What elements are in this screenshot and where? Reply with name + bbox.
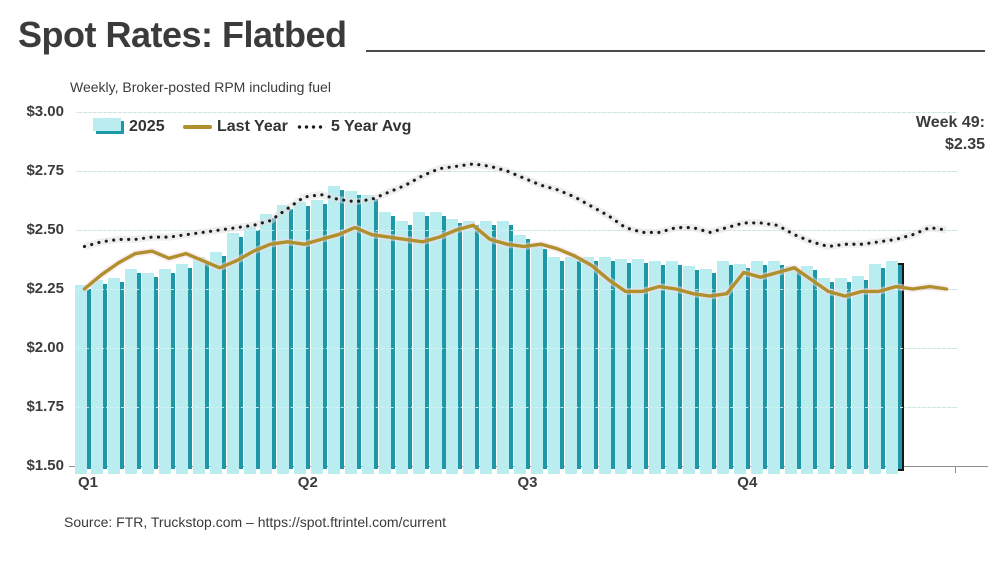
bar-week-35[interactable] [649, 261, 666, 474]
week-annotation-value: $2.35 [944, 136, 985, 153]
y-axis-label: $2.25 [26, 280, 64, 297]
bar-week-31[interactable] [581, 256, 598, 475]
bar-week-18[interactable] [361, 195, 378, 474]
bar-week-7[interactable] [175, 263, 192, 475]
bar-week-46[interactable] [835, 277, 852, 475]
page-title: Spot Rates: Flatbed [18, 14, 347, 55]
bar-week-27[interactable] [514, 235, 530, 474]
bar-week-34[interactable] [632, 259, 649, 474]
legend-item-last-year[interactable]: Last Year [183, 118, 288, 136]
bar-week-32[interactable] [598, 256, 615, 475]
legend-line-swatch-icon [183, 125, 212, 129]
y-axis-label: $2.00 [26, 339, 64, 356]
gridline-overlay [76, 112, 958, 113]
chart-legend: 2025 Last Year 5 Year Avg [0, 117, 997, 138]
legend-label-2025: 2025 [129, 118, 165, 135]
legend-bar-swatch-icon [93, 117, 124, 134]
bar-week-16[interactable] [328, 185, 345, 475]
bar-week-22[interactable] [429, 211, 446, 475]
bar-week-6[interactable] [159, 268, 175, 474]
five-year-avg-line [82, 162, 949, 249]
line-series-layer [82, 160, 949, 300]
x-axis-tick [955, 466, 956, 473]
bar-week-25[interactable] [480, 221, 497, 474]
bar-week-4[interactable] [125, 268, 142, 474]
bar-week-21[interactable] [412, 211, 429, 475]
y-axis-label: $2.75 [26, 162, 64, 179]
bar-week-17[interactable] [345, 190, 361, 475]
x-axis-label-q4: Q4 [737, 474, 758, 491]
plot-area [74, 112, 958, 475]
bar-week-12[interactable] [260, 214, 277, 474]
chart-subtitle: Weekly, Broker-posted RPM including fuel [70, 79, 331, 95]
legend-label-last-year: Last Year [217, 118, 288, 135]
gridline-overlay [76, 407, 958, 408]
x-axis-label-q3: Q3 [517, 474, 538, 491]
bar-week-38[interactable] [699, 268, 716, 474]
bar-week-30[interactable] [564, 256, 581, 475]
bar-week-36[interactable] [666, 261, 683, 474]
bar-week-1[interactable] [74, 285, 91, 474]
y-axis-label: $3.00 [26, 103, 64, 120]
bar-week-49[interactable] [885, 261, 902, 474]
bar-week-48[interactable] [869, 263, 885, 475]
y-axis-label: $2.50 [26, 221, 64, 238]
bar-week-14[interactable] [294, 202, 311, 474]
bar-week-13[interactable] [277, 204, 294, 475]
title-underline [366, 50, 985, 52]
bar-week-3[interactable] [108, 277, 125, 475]
week-annotation-week: Week 49: [915, 114, 985, 131]
bar-week-8[interactable] [192, 256, 209, 475]
bar-week-42[interactable] [767, 261, 784, 474]
bar-week-2[interactable] [91, 280, 108, 474]
source-text: Source: FTR, Truckstop.com – https://spo… [64, 514, 447, 530]
bar-week-29[interactable] [547, 256, 564, 475]
bar-week-9[interactable] [209, 252, 226, 474]
bar-week-43[interactable] [784, 266, 801, 474]
legend-dotted-swatch-icon [296, 125, 326, 129]
x-axis-label-q1: Q1 [78, 474, 99, 491]
legend-item-5-year-avg[interactable]: 5 Year Avg [296, 118, 411, 136]
bar-week-5[interactable] [142, 273, 159, 474]
bar-week-47[interactable] [852, 275, 869, 475]
y-axis-label: $1.50 [26, 457, 64, 474]
gridline-overlay [76, 289, 958, 290]
bar-week-24[interactable] [463, 221, 480, 474]
gridline-overlay [76, 348, 958, 349]
bar-week-10[interactable] [226, 233, 243, 474]
y-axis-label: $1.75 [26, 398, 64, 415]
bar-week-20[interactable] [395, 221, 412, 474]
bar-week-19[interactable] [378, 211, 395, 475]
legend-label-5-year-avg: 5 Year Avg [331, 118, 412, 135]
legend-item-2025[interactable]: 2025 [93, 117, 165, 136]
bar-week-28[interactable] [530, 244, 547, 475]
bar-week-45[interactable] [818, 277, 835, 475]
bar-week-44[interactable] [801, 266, 818, 474]
week-annotation: Week 49: $2.35 [916, 112, 985, 156]
bar-week-15[interactable] [311, 200, 328, 474]
bar-week-37[interactable] [683, 266, 699, 474]
gridline-overlay [76, 230, 958, 231]
bar-week-41[interactable] [750, 261, 767, 474]
bar-week-26[interactable] [497, 221, 514, 474]
x-axis-label-q2: Q2 [297, 474, 318, 491]
bar-week-33[interactable] [615, 259, 632, 474]
last-year-line [82, 223, 949, 298]
bar-week-40[interactable] [733, 263, 750, 475]
bar-week-39[interactable] [716, 261, 733, 474]
five-year-avg-line-halo [83, 160, 947, 250]
